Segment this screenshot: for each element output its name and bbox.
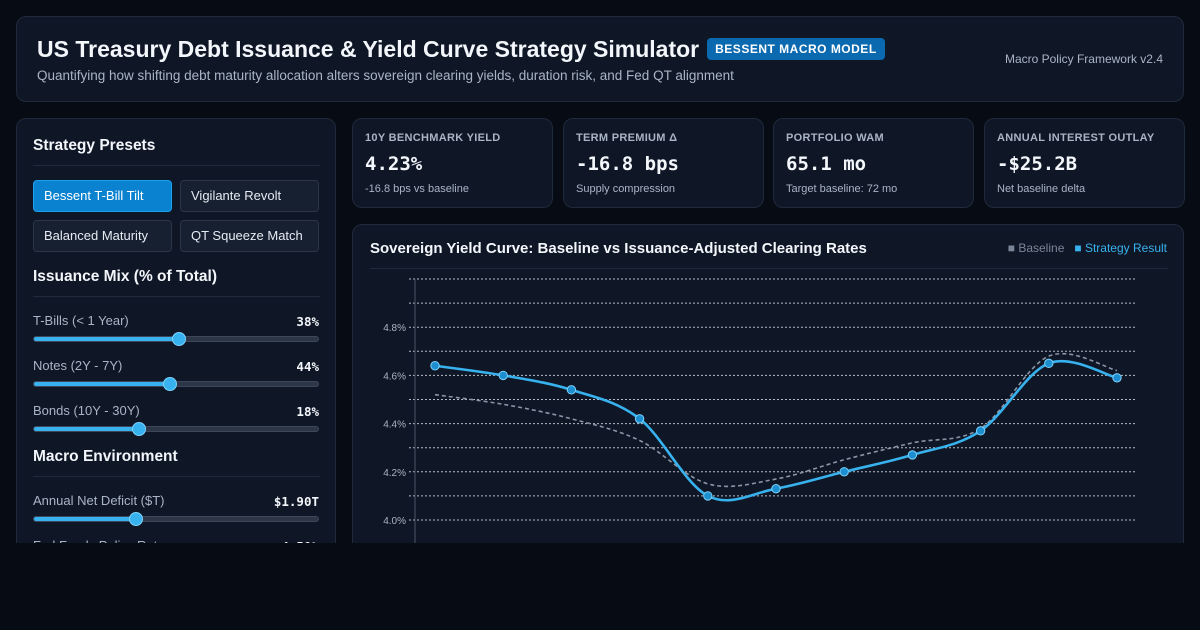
issuance-divider <box>33 296 320 297</box>
kpi-term-premium-card: TERM PREMIUM Δ -16.8 bps Supply compress… <box>563 118 764 208</box>
baseline-series-line <box>434 352 1118 488</box>
deficit-slider[interactable] <box>33 512 319 526</box>
y-tick-label: 4.0% <box>383 516 406 527</box>
kpi-portfolio-wam-card: PORTFOLIO WAM 65.1 mo Target baseline: 7… <box>773 118 974 208</box>
viewport-bottom-fill <box>0 543 1200 630</box>
bonds-slider-label: Bonds (10Y - 30Y) <box>33 403 140 418</box>
notes-slider-fill <box>34 382 171 386</box>
legend-strategy-result[interactable]: ■ Strategy Result <box>1074 241 1167 255</box>
y-tick-label: 4.2% <box>383 468 406 479</box>
bonds-slider[interactable] <box>33 422 319 436</box>
control-sidebar: Strategy Presets Bessent T-Bill Tilt Vig… <box>16 118 336 558</box>
bonds-slider-fill <box>34 427 140 431</box>
kpi-note: -16.8 bps vs baseline <box>365 183 469 195</box>
notes-slider-value: 44% <box>296 359 319 374</box>
kpi-value: 65.1 mo <box>786 153 867 175</box>
chart-title: Sovereign Yield Curve: Baseline vs Issua… <box>370 240 867 257</box>
tbills-slider-label: T-Bills (< 1 Year) <box>33 313 129 328</box>
kpi-note: Target baseline: 72 mo <box>786 183 898 195</box>
strategy-data-point <box>498 370 508 381</box>
tbills-slider-fill <box>34 337 179 341</box>
kpi-value: 4.23% <box>365 153 423 175</box>
page-subtitle: Quantifying how shifting debt maturity a… <box>37 68 734 83</box>
chart-header-divider <box>370 268 1168 269</box>
macro-divider <box>33 476 320 477</box>
model-badge: BESSENT MACRO MODEL <box>707 38 885 60</box>
issuance-mix-heading: Issuance Mix (% of Total) <box>33 268 218 285</box>
strategy-data-point <box>839 467 849 477</box>
yield-curve-chart-card: Sovereign Yield Curve: Baseline vs Issua… <box>352 224 1184 564</box>
strategy-data-point <box>1044 358 1054 369</box>
kpi-label: PORTFOLIO WAM <box>786 132 885 144</box>
preset-bessent-tbill-tilt-button[interactable]: Bessent T-Bill Tilt <box>33 180 172 212</box>
yield-curve-chart: 4.0% 4.2% 4.4% 4.6% 4.8% <box>383 278 1137 563</box>
presets-divider <box>33 165 320 166</box>
deficit-slider-value: $1.90T <box>273 494 319 509</box>
strategy-data-point <box>771 483 781 494</box>
tbills-slider[interactable] <box>33 332 319 346</box>
kpi-note: Supply compression <box>576 183 676 195</box>
macro-environment-heading: Macro Environment <box>33 448 178 465</box>
strategy-data-point <box>634 414 645 424</box>
kpi-label: TERM PREMIUM Δ <box>576 132 678 144</box>
strategy-data-point <box>1112 373 1122 383</box>
kpi-interest-outlay-card: ANNUAL INTEREST OUTLAY -$25.2B Net basel… <box>984 118 1185 208</box>
tbills-slider-value: 38% <box>296 314 319 329</box>
legend-baseline[interactable]: ■ Baseline <box>1007 241 1065 255</box>
y-tick-label: 4.6% <box>383 371 406 382</box>
preset-balanced-maturity-button[interactable]: Balanced Maturity <box>33 220 172 252</box>
kpi-note: Net baseline delta <box>997 183 1086 195</box>
y-tick-label: 4.4% <box>383 420 406 431</box>
preset-vigilante-revolt-button[interactable]: Vigilante Revolt <box>180 180 319 212</box>
kpi-label: 10Y BENCHMARK YIELD <box>365 132 501 144</box>
notes-slider[interactable] <box>33 377 319 391</box>
deficit-slider-fill <box>34 517 137 521</box>
presets-heading: Strategy Presets <box>33 137 156 154</box>
page-title-text: US Treasury Debt Issuance & Yield Curve … <box>37 36 700 62</box>
preset-qt-squeeze-match-button[interactable]: QT Squeeze Match <box>180 220 319 252</box>
kpi-label: ANNUAL INTEREST OUTLAY <box>997 132 1155 144</box>
kpi-10y-yield-card: 10Y BENCHMARK YIELD 4.23% -16.8 bps vs b… <box>352 118 553 208</box>
bonds-slider-value: 18% <box>296 404 319 419</box>
y-tick-label: 4.8% <box>383 323 406 334</box>
kpi-value: -16.8 bps <box>576 153 679 175</box>
chart-legend: ■ Baseline ■ Strategy Result <box>1008 241 1167 255</box>
version-label: Macro Policy Framework v2.4 <box>1004 52 1163 66</box>
strategy-data-point <box>975 426 986 436</box>
strategy-data-point <box>907 450 918 460</box>
tbills-slider-thumb[interactable] <box>171 332 186 346</box>
strategy-data-point <box>703 491 713 501</box>
notes-slider-label: Notes (2Y - 7Y) <box>33 358 123 373</box>
strategy-data-point <box>566 385 577 395</box>
deficit-slider-label: Annual Net Deficit ($T) <box>33 493 165 508</box>
notes-slider-thumb[interactable] <box>163 377 178 391</box>
strategy-data-point <box>430 361 440 371</box>
app-header: US Treasury Debt Issuance & Yield Curve … <box>16 16 1184 102</box>
kpi-value: -$25.2B <box>997 153 1078 175</box>
bonds-slider-thumb[interactable] <box>132 422 147 436</box>
page-title: US Treasury Debt Issuance & Yield Curve … <box>37 36 885 63</box>
deficit-slider-thumb[interactable] <box>129 512 144 526</box>
